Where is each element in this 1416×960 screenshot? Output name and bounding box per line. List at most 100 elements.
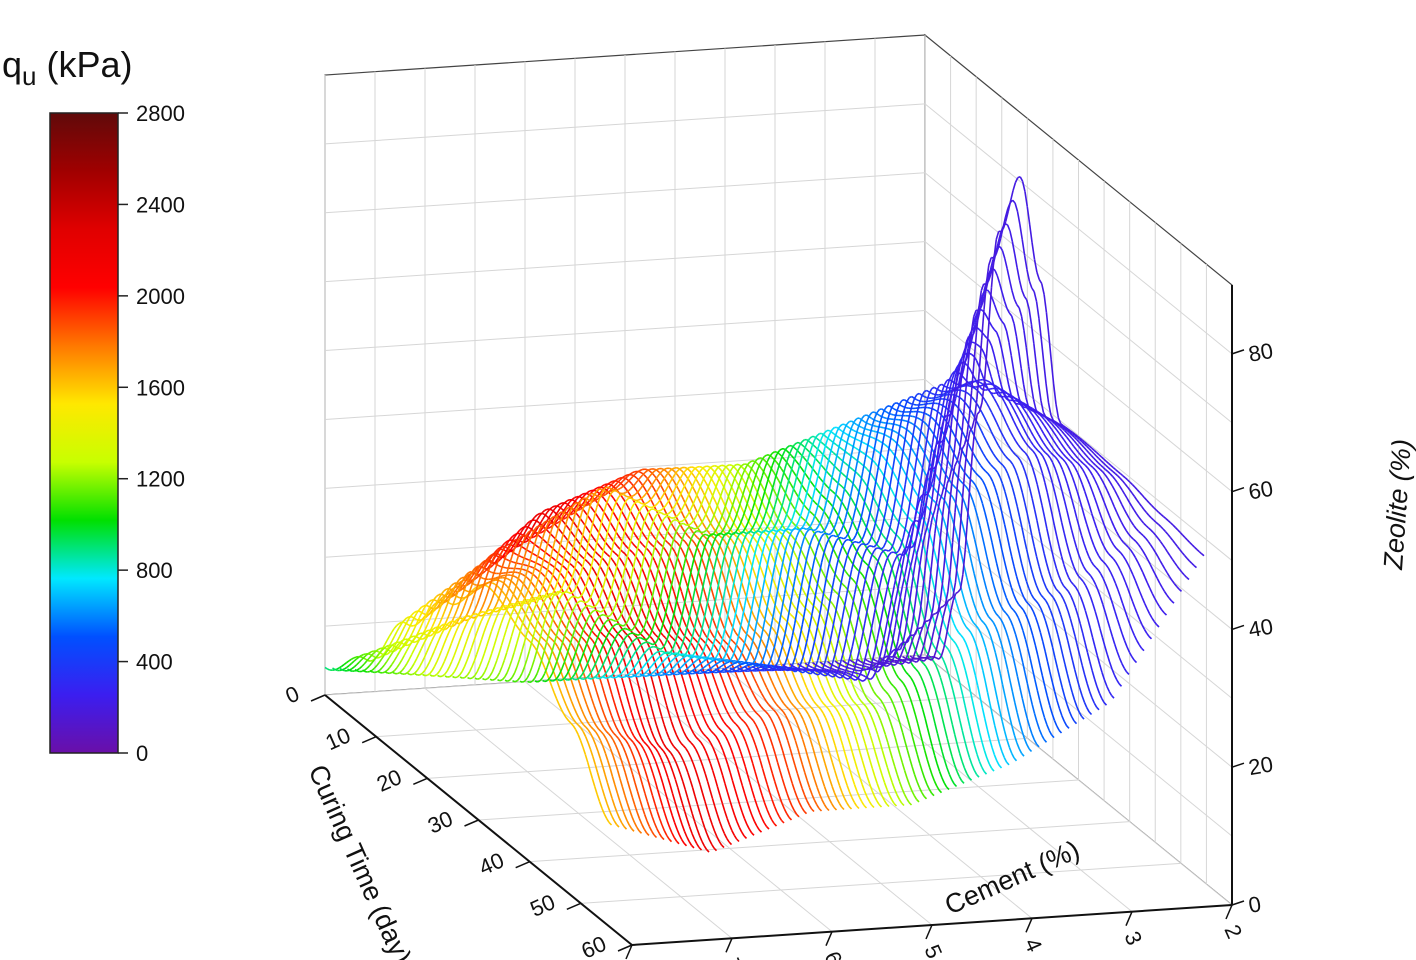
surface-line [691,833,696,840]
surface-line [480,610,484,614]
surface-line [504,540,508,544]
surface-line [526,523,531,529]
surface-line [661,782,666,792]
surface-line [540,548,544,552]
surface-line [648,723,653,732]
surface-line [418,648,423,654]
surface-line [496,557,500,565]
surface-line [659,757,664,764]
surface-line [689,779,694,789]
surface-line [542,679,546,683]
surface-line [519,529,524,535]
surface-line [462,676,465,679]
surface-mesh [324,175,1205,853]
surface-line [577,724,582,729]
surface-line [474,567,479,573]
surface-line [413,644,418,651]
surface-line [613,732,617,737]
surface-line [543,539,547,543]
surface-line [370,659,374,662]
surface-line [537,621,542,627]
surface-line [570,512,574,516]
surface-line [522,568,526,571]
surface-line [430,607,434,610]
surface-line [416,666,421,672]
surface-line [527,680,531,684]
surface-line [420,618,424,621]
surface-line [558,704,563,710]
surface-line [415,653,420,659]
surface-line [593,499,596,502]
surface-line [492,678,496,681]
surface-line [373,656,378,661]
surface-line [638,830,643,834]
surface-line [612,755,617,763]
surface-line [465,614,469,618]
surface-line [542,629,547,634]
surface-line [587,604,591,608]
surface-line [703,845,708,851]
surface-line [418,632,422,636]
surface-line [492,582,496,585]
surface-line [606,803,611,811]
surface-line [574,495,578,499]
surface-line [406,659,410,665]
surface-line [611,693,615,703]
surface-line [492,578,496,582]
surface-line [629,788,634,798]
surface-line [564,645,569,652]
surface-line [436,656,440,663]
surface-line [424,624,429,631]
surface-line [617,750,622,758]
surface-line [563,699,568,707]
surface-line [505,547,510,555]
surface-line [530,622,535,628]
surface-line [643,740,647,745]
surface-line [435,628,440,633]
surface-line [532,643,536,649]
surface-line [387,651,391,655]
surface-line [541,515,546,520]
surface-line [584,736,589,743]
surface-line [494,552,499,558]
surface-line [621,678,626,688]
surface-line [576,560,581,565]
surface-line [652,754,657,762]
surface-line [658,509,662,512]
surface-line [433,602,438,609]
surface-line [431,620,436,627]
surface-line [672,756,677,762]
surface-line [549,563,553,567]
surface-line [534,527,539,533]
surface-line [650,506,654,509]
surface-line [453,582,458,589]
surface-line [431,598,435,604]
surface-line [566,688,570,696]
surface-line [496,585,501,589]
surface-line [462,581,466,586]
surface-line [532,599,536,603]
surface-line [470,591,474,595]
surface-line [405,638,410,643]
surface-line [628,809,633,817]
surface-line [691,787,696,797]
surface-line [561,574,566,580]
surface-line [528,550,532,554]
surface-line [454,587,459,592]
surface-line [570,595,574,599]
surface-line [534,638,539,642]
surface-line [545,552,549,556]
surface-line [649,468,653,471]
surface-line [458,635,463,643]
surface-line [463,596,467,599]
surface-line [582,600,586,604]
surface-line [396,636,401,642]
surface-line [673,837,678,842]
surface-line [657,767,662,776]
surface-line [432,626,437,630]
surface-line [447,620,452,624]
surface-line [699,465,703,469]
surface-line [430,636,435,643]
surface-line [568,572,573,578]
surface-line [537,680,541,683]
